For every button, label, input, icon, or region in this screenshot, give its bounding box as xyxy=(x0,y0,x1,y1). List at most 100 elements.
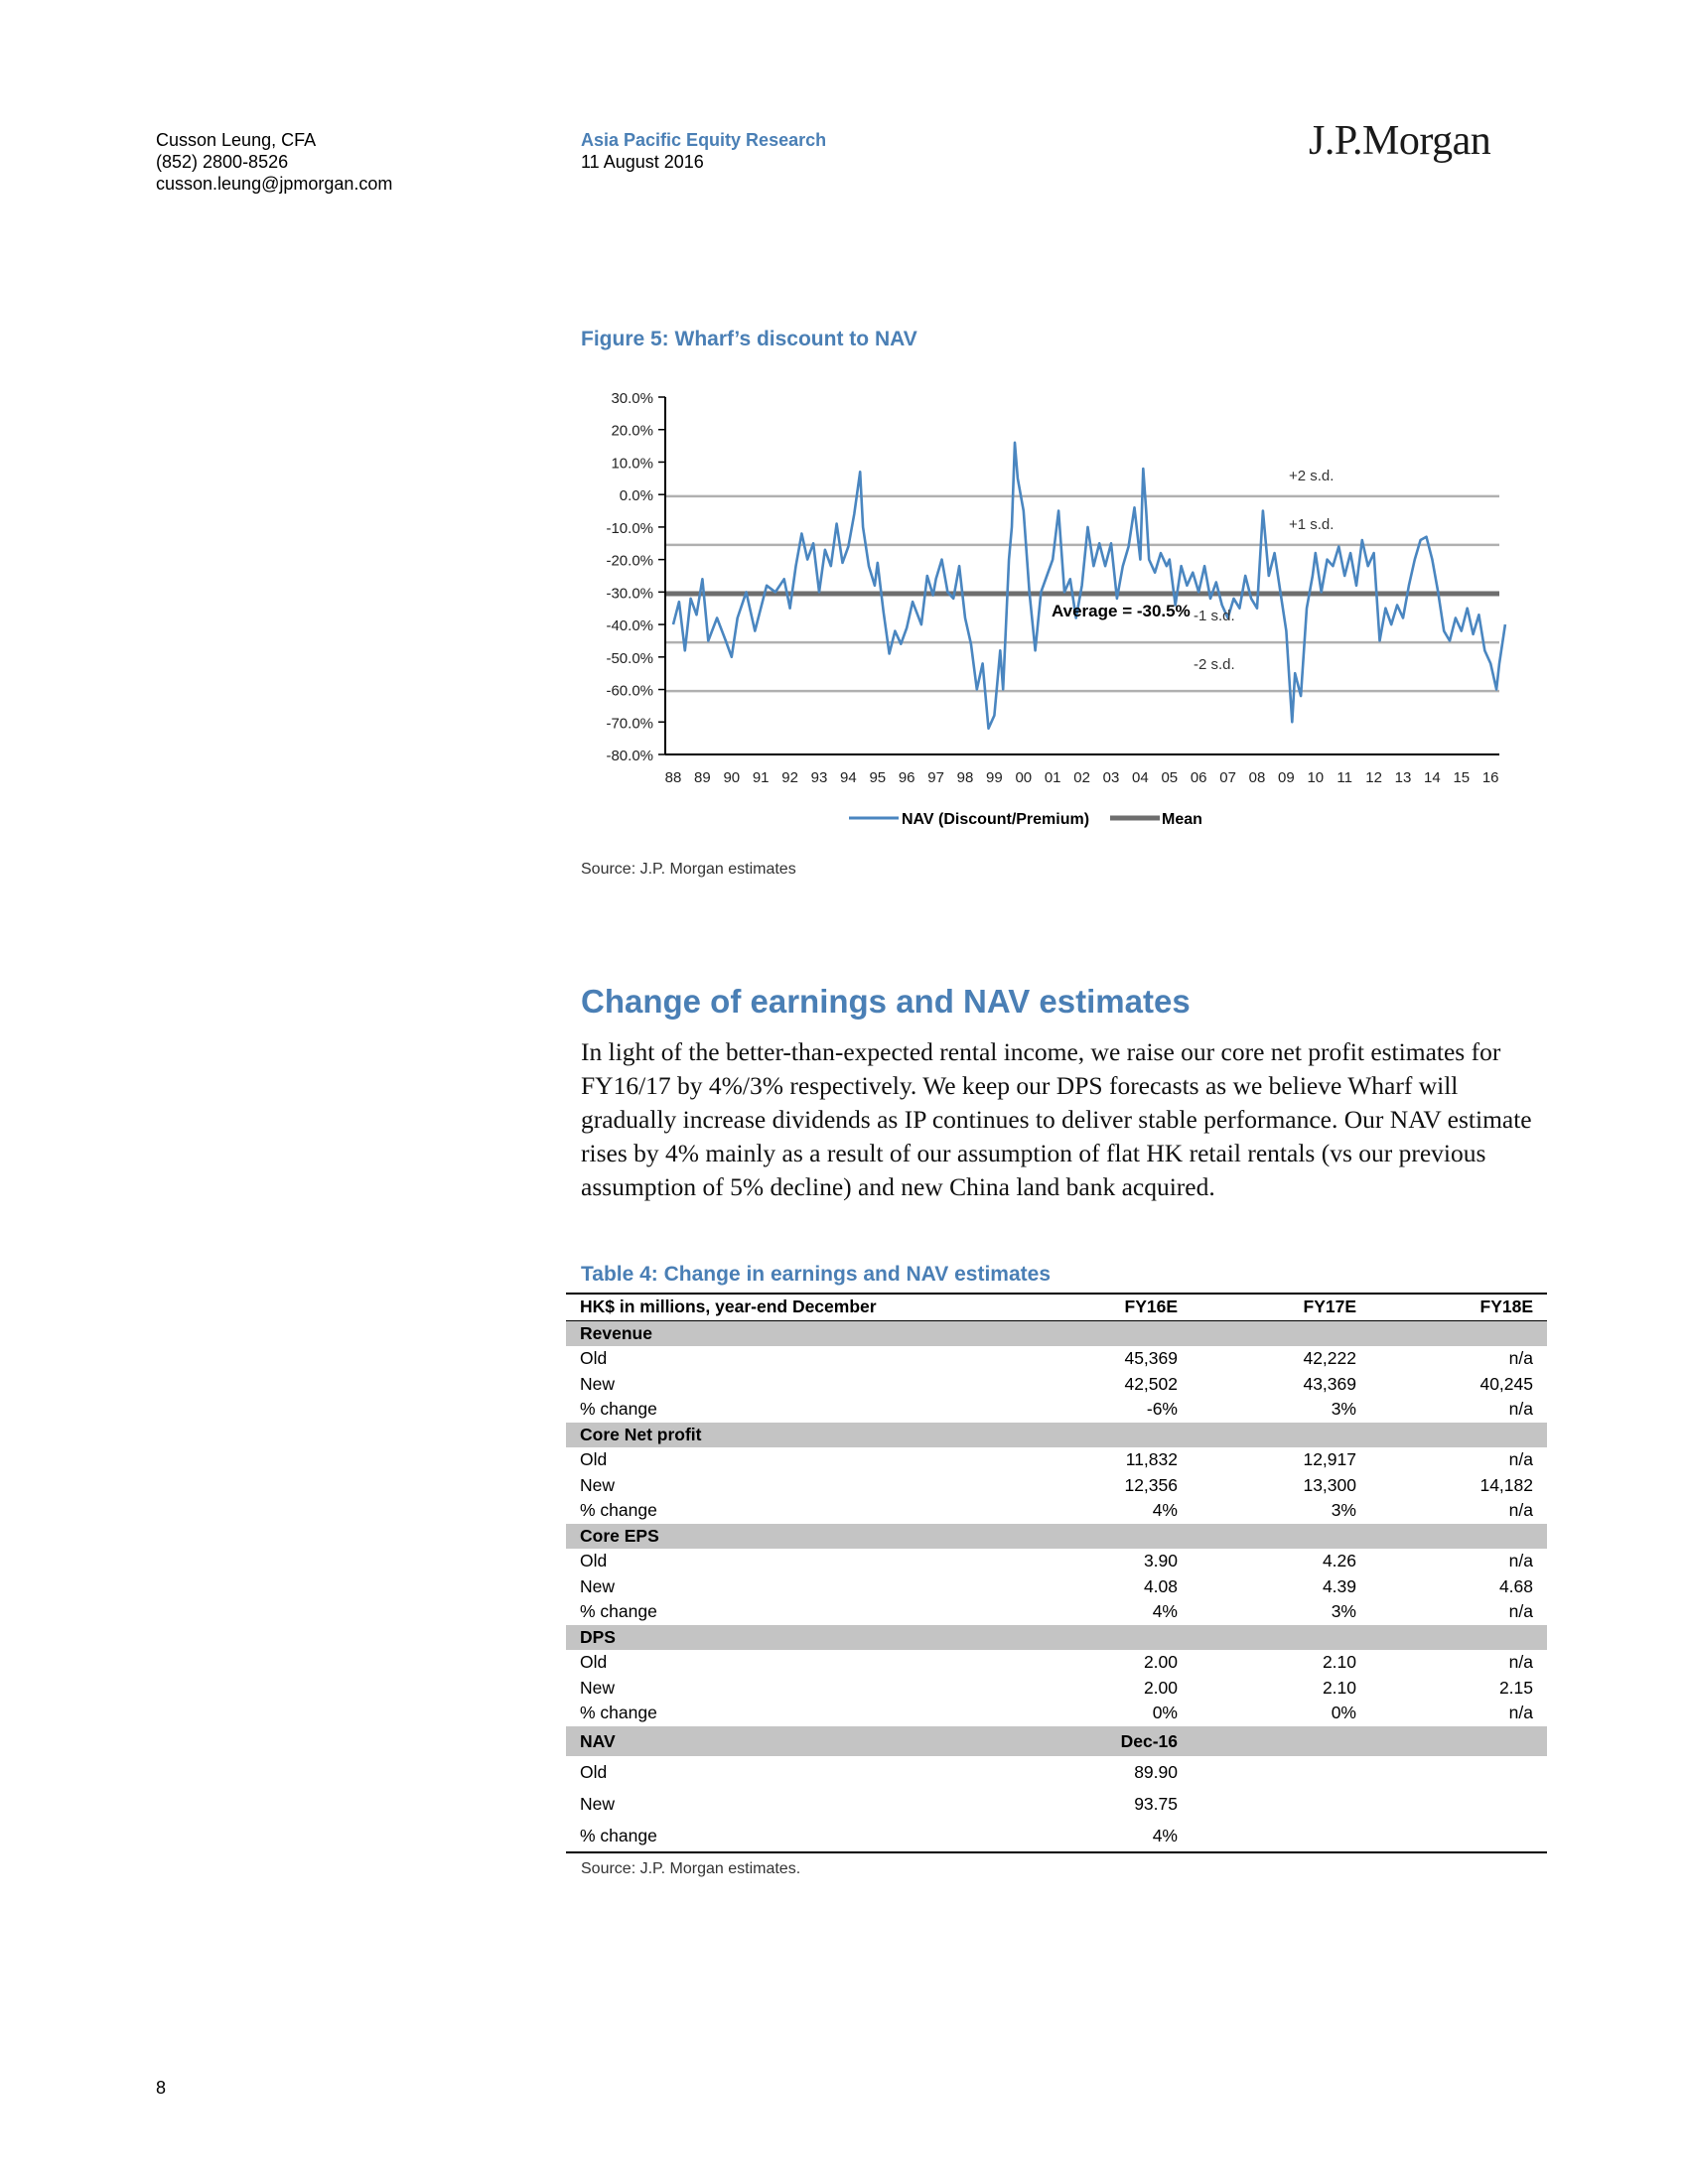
y-tick-label: -60.0% xyxy=(606,683,653,700)
value-cell xyxy=(1370,1819,1547,1853)
value-cell: 4.39 xyxy=(1322,1575,1356,1596)
author-email[interactable]: cusson.leung@jpmorgan.com xyxy=(156,174,393,194)
value-cell: 4.68 xyxy=(1498,1575,1533,1596)
value-cell xyxy=(1192,1788,1370,1820)
value-cell xyxy=(993,1523,1192,1549)
report-info: Asia Pacific Equity Research 11 August 2… xyxy=(581,129,826,173)
row-label-cell: HK$ in millions, year-end December xyxy=(566,1293,993,1321)
value-cell xyxy=(1192,1725,1370,1756)
department: Asia Pacific Equity Research xyxy=(581,130,827,150)
value-cell xyxy=(1192,1624,1370,1650)
y-tick-label: -50.0% xyxy=(606,650,653,667)
table-row: New 12,356 13,300 14,182 xyxy=(566,1473,1547,1499)
y-tick-label: 10.0% xyxy=(611,455,653,472)
x-tick-label: 11 xyxy=(1336,769,1352,786)
value-cell: n/a xyxy=(1508,1703,1533,1722)
author-phone: (852) 2800-8526 xyxy=(156,152,289,172)
value-cell: 89.90 xyxy=(1134,1761,1178,1782)
table-row: Old 45,369 42,222 n/a xyxy=(566,1346,1547,1372)
group-header-row: Revenue xyxy=(566,1320,1547,1346)
x-tick-label: 01 xyxy=(1045,769,1061,786)
value-cell: 0% xyxy=(1152,1703,1178,1722)
x-tick-label: 10 xyxy=(1307,769,1324,786)
group-header-row: DPS xyxy=(566,1624,1547,1650)
row-label-cell: New xyxy=(580,1677,616,1698)
row-label-cell: DPS xyxy=(566,1624,993,1650)
value-cell: 40,245 xyxy=(1479,1373,1533,1394)
row-label-cell: Old xyxy=(580,1761,608,1782)
value-cell: n/a xyxy=(1508,1500,1533,1520)
sd-band-label: -1 s.d. xyxy=(1194,608,1235,624)
value-cell xyxy=(1370,1624,1547,1650)
x-tick-label: 97 xyxy=(927,769,944,786)
x-tick-label: 12 xyxy=(1365,769,1382,786)
x-tick-label: 09 xyxy=(1278,769,1295,786)
table-row: % change 4% 3% n/a xyxy=(566,1599,1547,1625)
y-tick-label: -10.0% xyxy=(606,520,653,537)
value-cell xyxy=(1192,1756,1370,1788)
nav-header-row: NAV Dec-16 xyxy=(566,1725,1547,1756)
nav-series-line xyxy=(671,441,1507,731)
table-header-row: HK$ in millions, year-end December FY16E F… xyxy=(566,1293,1547,1321)
value-cell: 2.10 xyxy=(1322,1677,1356,1698)
nav-row: % change 4% xyxy=(566,1819,1547,1853)
value-cell: 2.10 xyxy=(1322,1652,1356,1672)
x-tick-label: 14 xyxy=(1424,769,1441,786)
value-cell: FY16E xyxy=(993,1293,1192,1321)
y-tick-label: -30.0% xyxy=(606,585,653,602)
row-label-cell: Old xyxy=(580,1348,608,1368)
row-label-cell: Core EPS xyxy=(566,1523,993,1549)
table-row: New 4.08 4.39 4.68 xyxy=(566,1574,1547,1600)
row-label-cell: New xyxy=(580,1575,616,1596)
value-cell: 43,369 xyxy=(1303,1373,1356,1394)
value-cell xyxy=(1370,1523,1547,1549)
sd-band-label: +2 s.d. xyxy=(1289,468,1334,484)
row-label-cell: New xyxy=(580,1793,616,1814)
x-tick-label: 03 xyxy=(1103,769,1120,786)
value-cell: FY18E xyxy=(1370,1293,1547,1321)
x-tick-label: 90 xyxy=(723,769,740,786)
y-tick-label: 0.0% xyxy=(620,487,653,504)
row-label-cell: % change xyxy=(580,1500,657,1520)
x-tick-label: 94 xyxy=(840,769,857,786)
x-tick-label: 89 xyxy=(694,769,711,786)
table-row: % change -6% 3% n/a xyxy=(566,1397,1547,1423)
value-cell xyxy=(1192,1320,1370,1346)
table-row: Old 2.00 2.10 n/a xyxy=(566,1650,1547,1676)
value-cell: n/a xyxy=(1508,1399,1533,1419)
value-cell: 4% xyxy=(1152,1601,1178,1621)
group-header-row: Core Net profit xyxy=(566,1422,1547,1447)
x-tick-label: 99 xyxy=(986,769,1003,786)
value-cell: 2.00 xyxy=(1143,1652,1178,1672)
value-cell xyxy=(1370,1756,1547,1788)
value-cell: 42,222 xyxy=(1303,1348,1356,1368)
y-tick-label: -70.0% xyxy=(606,715,653,732)
row-label-cell: Old xyxy=(580,1551,608,1570)
value-cell xyxy=(1370,1320,1547,1346)
row-label-cell: Revenue xyxy=(566,1320,993,1346)
nav-discount-chart: 30.0% 20.0% 10.0% 0.0% -10.0% -20.0% -30.0% -40… xyxy=(606,390,1507,828)
x-tick-label: 08 xyxy=(1249,769,1266,786)
row-label-cell: New xyxy=(580,1373,616,1394)
value-cell: 4.26 xyxy=(1322,1551,1356,1570)
value-cell xyxy=(1370,1725,1547,1756)
x-tick-label: 91 xyxy=(753,769,770,786)
value-cell: 14,182 xyxy=(1479,1474,1533,1495)
value-cell: 12,356 xyxy=(1124,1474,1178,1495)
table-title: Table 4: Change in earnings and NAV esti… xyxy=(581,1263,1052,1286)
x-tick-label: 16 xyxy=(1482,769,1499,786)
value-cell xyxy=(993,1422,1192,1447)
x-tick-label: 06 xyxy=(1191,769,1207,786)
x-tick-label: 96 xyxy=(899,769,915,786)
row-label-cell: % change xyxy=(580,1703,657,1722)
value-cell xyxy=(1370,1422,1547,1447)
page-number: 8 xyxy=(156,2078,167,2098)
value-cell xyxy=(1192,1422,1370,1447)
x-tick-label: 98 xyxy=(957,769,974,786)
section-heading: Change of earnings and NAV estimates xyxy=(581,983,1191,1020)
y-tick-label: -80.0% xyxy=(606,748,653,764)
value-cell: 2.00 xyxy=(1143,1677,1178,1698)
mean-label: Average = -30.5% xyxy=(1052,602,1191,620)
x-tick-label: 13 xyxy=(1395,769,1412,786)
value-cell: 3% xyxy=(1331,1500,1356,1520)
